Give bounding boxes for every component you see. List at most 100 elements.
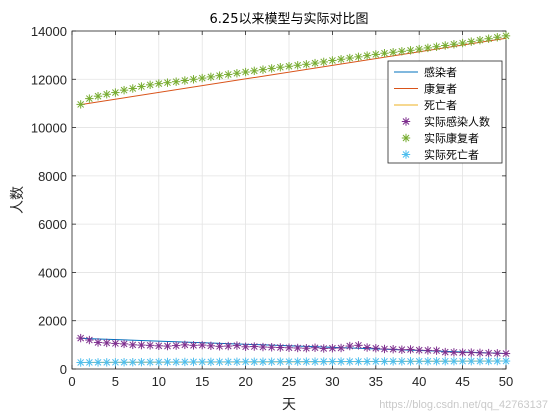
data-point <box>180 76 190 85</box>
data-point <box>180 357 190 367</box>
data-point <box>258 65 268 74</box>
data-point <box>76 358 85 367</box>
x-tick-label: 20 <box>238 374 252 389</box>
data-point <box>224 70 233 79</box>
legend-label: 感染者 <box>424 65 457 79</box>
data-point <box>345 341 354 351</box>
data-point <box>93 338 103 347</box>
data-point <box>102 90 111 99</box>
data-point <box>137 357 146 367</box>
x-tick-label: 0 <box>68 374 75 389</box>
data-point <box>328 357 337 366</box>
data-point <box>423 43 433 53</box>
data-point <box>171 77 181 86</box>
data-point <box>137 340 146 350</box>
data-point <box>85 335 94 345</box>
data-point <box>467 348 476 357</box>
data-point <box>354 357 363 366</box>
data-point <box>328 56 337 65</box>
data-point <box>336 357 346 366</box>
data-point <box>441 41 450 50</box>
data-point <box>241 357 250 366</box>
x-axis: 0 5 10 15 20 25 30 35 40 45 50 <box>68 31 513 389</box>
data-point <box>501 31 511 41</box>
data-point <box>449 40 459 49</box>
y-tick-label: 2000 <box>38 314 67 329</box>
data-point <box>293 61 302 70</box>
x-tick-label: 35 <box>369 374 383 389</box>
data-point <box>371 344 380 353</box>
data-point <box>475 35 485 45</box>
data-point <box>397 47 407 56</box>
data-point <box>180 340 190 350</box>
data-point <box>423 357 433 366</box>
data-point <box>406 46 415 55</box>
data-point <box>250 357 259 366</box>
x-tick-label: 30 <box>325 374 339 389</box>
data-point <box>154 357 163 367</box>
data-point <box>189 341 198 350</box>
data-point <box>76 100 85 109</box>
data-point <box>206 341 216 351</box>
data-point <box>232 357 242 367</box>
data-point <box>458 38 467 48</box>
legend-item: 死亡者 <box>394 98 457 112</box>
data-point <box>432 346 441 355</box>
data-point <box>449 357 459 366</box>
data-point <box>415 357 424 366</box>
legend-swatch <box>401 150 411 159</box>
data-point <box>441 347 450 357</box>
series-line <box>80 37 507 106</box>
data-point <box>119 339 129 349</box>
data-point <box>128 84 137 93</box>
data-point <box>198 357 207 367</box>
data-point <box>85 358 94 367</box>
data-point <box>441 357 450 366</box>
data-point <box>484 348 493 358</box>
legend-item: 实际死亡者 <box>401 148 479 162</box>
x-tick-label: 25 <box>282 374 296 389</box>
data-point <box>171 357 181 367</box>
data-point <box>406 357 415 366</box>
data-point <box>449 348 459 357</box>
data-point <box>432 357 441 366</box>
y-tick-label: 14000 <box>31 24 67 39</box>
data-point <box>475 356 485 366</box>
data-point <box>102 338 111 348</box>
legend-swatch <box>401 117 411 126</box>
legend-label: 康复者 <box>424 82 457 96</box>
data-point <box>276 357 285 366</box>
data-point <box>93 358 103 367</box>
data-point <box>475 348 485 358</box>
x-tick-label: 50 <box>499 374 513 389</box>
y-axis-label: 人数 <box>10 186 26 214</box>
data-point <box>215 71 224 80</box>
data-point <box>224 341 233 351</box>
y-tick-label: 0 <box>60 362 67 377</box>
data-point <box>93 91 103 101</box>
data-point <box>232 341 242 350</box>
data-point <box>163 357 172 367</box>
y-tick-label: 6000 <box>38 217 67 232</box>
data-point <box>388 357 398 366</box>
data-point <box>163 341 172 351</box>
data-point <box>310 343 320 352</box>
legend-item: 感染者 <box>394 65 457 79</box>
data-point <box>328 344 337 353</box>
data-point <box>293 357 302 366</box>
series-6 <box>76 356 511 367</box>
legend-label: 实际康复者 <box>424 131 479 145</box>
data-point <box>467 37 476 46</box>
series-2 <box>80 37 507 106</box>
data-point <box>267 357 276 366</box>
data-point <box>423 346 433 355</box>
data-point <box>371 357 380 366</box>
data-point <box>345 53 354 63</box>
data-point <box>501 356 511 366</box>
data-point <box>284 343 294 352</box>
y-tick-label: 8000 <box>38 169 67 184</box>
x-tick-label: 40 <box>412 374 426 389</box>
data-point <box>119 85 129 95</box>
data-point <box>345 357 354 366</box>
